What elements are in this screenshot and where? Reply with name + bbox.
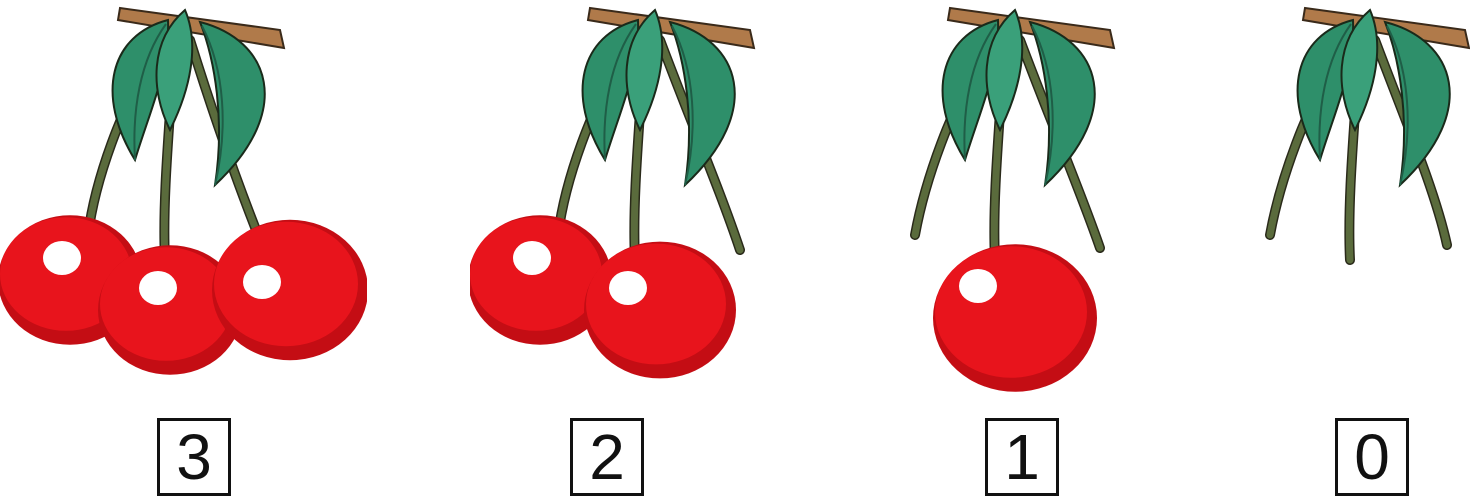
cherry-panel-1: [830, 0, 1197, 503]
branch: [946, 6, 1116, 50]
branch: [586, 6, 756, 50]
cherry-highlight: [513, 241, 551, 275]
count-box: 1: [985, 418, 1059, 496]
count-box: 3: [157, 418, 231, 496]
cherry-highlight: [609, 271, 647, 305]
cherry-highlight: [243, 265, 281, 299]
count-box: 0: [1335, 418, 1409, 496]
cherry-panel-2: [470, 0, 837, 503]
cherry-bunch-illustration: [1265, 6, 1470, 265]
leaf-middle: [155, 8, 194, 133]
cherry-bunch-illustration: [0, 6, 367, 375]
cherry-highlight: [139, 271, 177, 305]
cherry-panel-3: [0, 0, 367, 503]
cherry-highlight: [959, 269, 997, 303]
branch: [1301, 6, 1470, 50]
count-box: 2: [570, 418, 644, 496]
cherry-bunch-illustration: [470, 6, 756, 379]
cherry-panel-0: [1185, 0, 1470, 503]
branch: [116, 6, 286, 50]
cherry-highlight: [43, 241, 81, 275]
leaf-middle: [985, 8, 1024, 133]
cherry-bunch-illustration: [910, 6, 1116, 392]
leaf-middle: [1340, 8, 1379, 133]
leaf-middle: [625, 8, 664, 133]
